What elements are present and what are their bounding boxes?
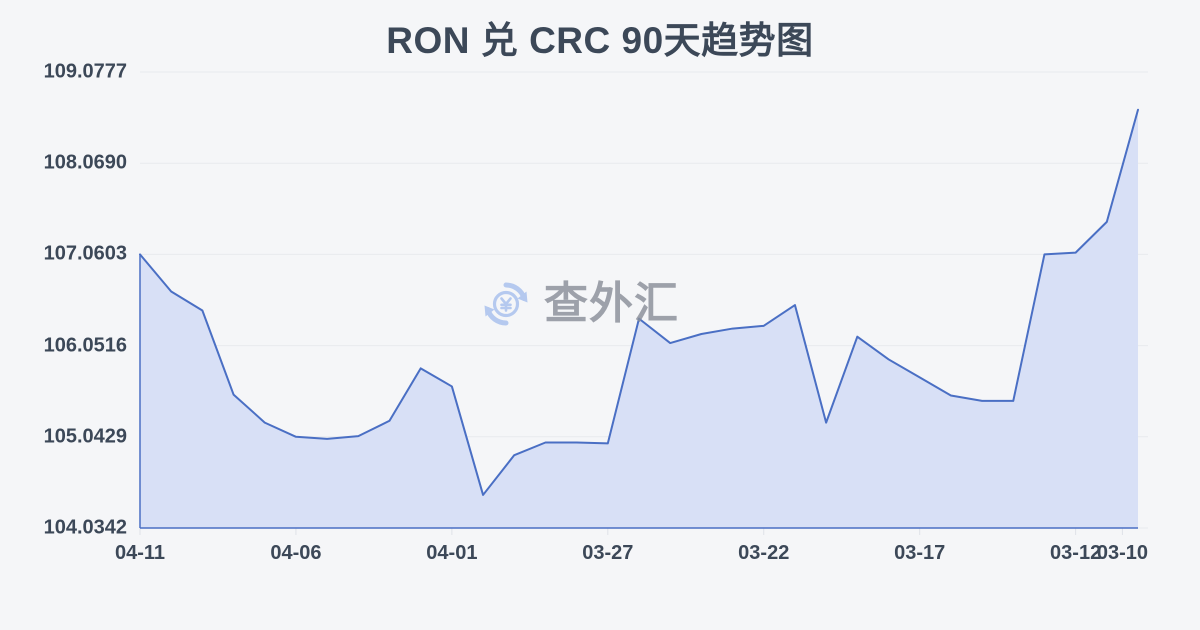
page-title: RON 兑 CRC 90天趋势图 bbox=[386, 20, 814, 61]
series-line bbox=[139, 108, 1139, 496]
x-tick-marks bbox=[139, 528, 1123, 535]
